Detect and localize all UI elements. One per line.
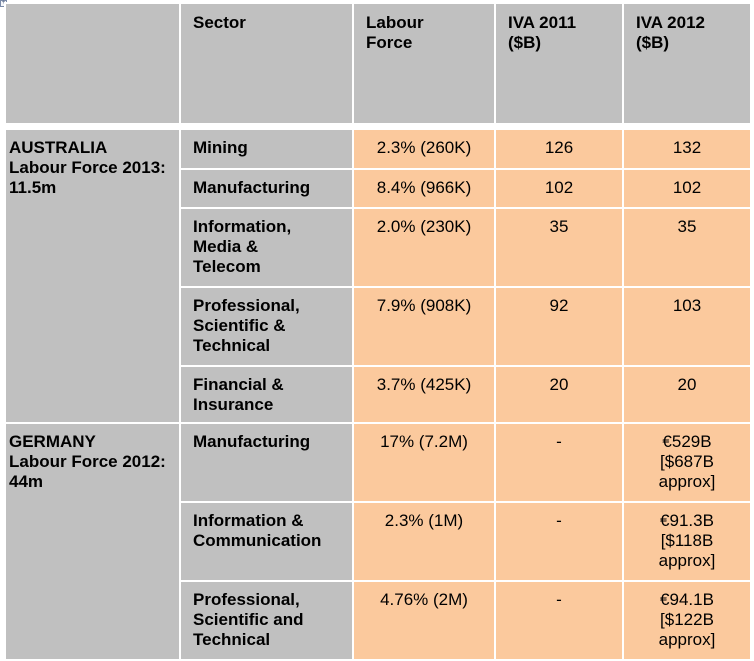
sector-cell: Information & Communication xyxy=(179,501,354,582)
header-iva-2011: IVA 2011 ($B) xyxy=(494,2,624,125)
header-blank-cell xyxy=(4,2,181,125)
iva-2011-cell: 126 xyxy=(494,128,624,170)
table-row: Manufacturing 8.4% (966K) 102 102 xyxy=(5,168,752,209)
labour-force-cell: 8.4% (966K) xyxy=(352,168,496,209)
sector-cell: Manufacturing xyxy=(179,168,354,209)
iva-2011-cell: - xyxy=(494,580,624,661)
iva-2012-cell: €529B [$687B approx] xyxy=(622,422,752,503)
header-row: Sector Labour Force IVA 2011 ($B) IVA 20… xyxy=(4,2,752,125)
iva-2011-cell: - xyxy=(494,501,624,582)
iva-2011-cell: - xyxy=(494,422,624,503)
labour-force-cell: 3.7% (425K) xyxy=(352,365,496,424)
iva-2012-cell: 132 xyxy=(622,128,752,170)
iva-2012-cell: 35 xyxy=(622,207,752,288)
sector-cell: Financial & Insurance xyxy=(179,365,354,424)
iva-2012-cell: €94.1B [$122B approx] xyxy=(622,580,752,661)
country-name: GERMANY xyxy=(9,432,96,451)
iva-2011-cell: 102 xyxy=(494,168,624,209)
labour-force-cell: 2.3% (260K) xyxy=(352,128,496,170)
header-sector: Sector xyxy=(179,2,354,125)
country-labour-force: Labour Force 2012: 44m xyxy=(9,452,166,491)
labour-force-cell: 7.9% (908K) xyxy=(352,286,496,367)
country-labour-force: Labour Force 2013: 11.5m xyxy=(9,158,166,197)
table-row: Professional, Scientific & Technical 7.9… xyxy=(5,286,752,367)
sector-cell: Professional, Scientific & Technical xyxy=(179,286,354,367)
table-row: Professional, Scientific and Technical 4… xyxy=(5,580,752,661)
table-row: AUSTRALIA Labour Force 2013: 11.5m Minin… xyxy=(4,128,752,424)
iva-2011-cell: 92 xyxy=(494,286,624,367)
header-labour-force: Labour Force xyxy=(352,2,496,125)
iva-2012-cell: €91.3B [$118B approx] xyxy=(622,501,752,582)
sector-cell: Manufacturing xyxy=(179,422,354,503)
iva-2012-cell: 102 xyxy=(622,168,752,209)
country-name: AUSTRALIA xyxy=(9,138,108,157)
labour-force-cell: 4.76% (2M) xyxy=(352,580,496,661)
sector-table: Sector Labour Force IVA 2011 ($B) IVA 20… xyxy=(4,2,752,661)
spacer-row xyxy=(4,123,752,130)
country-cell-germany: GERMANY Labour Force 2012: 44m xyxy=(4,422,181,661)
table-row: Information, Media & Telecom 2.0% (230K)… xyxy=(5,207,752,288)
iva-2011-cell: 20 xyxy=(494,365,624,424)
header-iva-2012: IVA 2012 ($B) xyxy=(622,2,752,125)
labour-force-cell: 2.3% (1M) xyxy=(352,501,496,582)
iva-2011-cell: 35 xyxy=(494,207,624,288)
country-cell-australia: AUSTRALIA Labour Force 2013: 11.5m xyxy=(4,128,181,424)
iva-2012-cell: 103 xyxy=(622,286,752,367)
table-row: Information & Communication 2.3% (1M) - … xyxy=(5,501,752,582)
table-row: Financial & Insurance 3.7% (425K) 20 20 xyxy=(5,365,752,424)
sector-cell: Mining xyxy=(179,128,354,170)
labour-force-cell: 2.0% (230K) xyxy=(352,207,496,288)
iva-2012-cell: 20 xyxy=(622,365,752,424)
sector-cell: Information, Media & Telecom xyxy=(179,207,354,288)
labour-force-cell: 17% (7.2M) xyxy=(352,422,496,503)
table-row: GERMANY Labour Force 2012: 44m Manufactu… xyxy=(4,422,752,661)
sector-cell: Professional, Scientific and Technical xyxy=(179,580,354,661)
